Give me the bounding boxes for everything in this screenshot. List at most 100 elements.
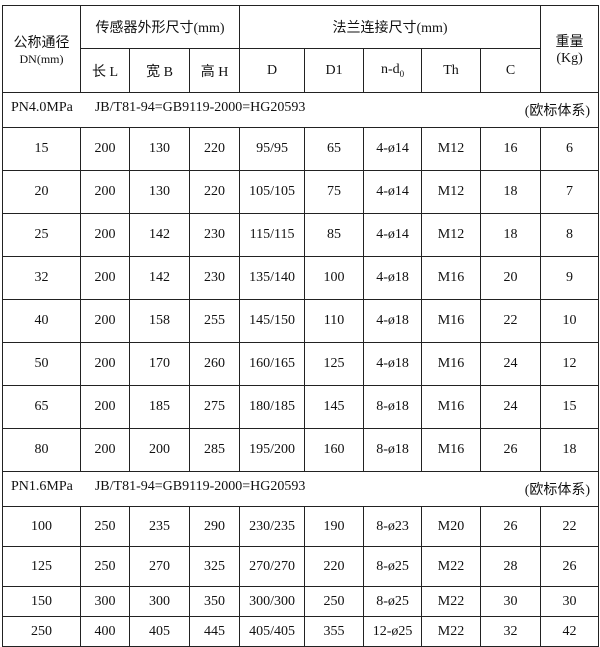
table-cell: M22 [421,616,482,647]
table-cell: 18 [540,428,600,472]
table-cell: 125 [2,546,81,587]
table-cell: M22 [421,586,482,617]
weight-header: 重量 (Kg) [540,5,600,93]
table-cell: 300 [129,586,190,617]
table-cell: 190 [304,506,365,547]
table-cell: 80 [2,428,81,472]
table-cell: 250 [80,506,130,547]
table-row: 20 200 130 220 105/105 75 4-ø14 M12 18 7 [2,170,600,214]
table-cell: 12 [540,342,600,386]
table-cell: 255 [188,299,241,343]
table-cell: 180/185 [239,385,306,429]
pressure-label: PN1.6MPa [11,479,73,494]
table-cell: 270/270 [239,546,306,587]
table-cell: 65 [2,385,81,429]
table-cell: 235 [129,506,190,547]
table-cell: 135/140 [239,256,306,300]
table-cell: 8-ø23 [363,506,423,547]
table-cell: 4-ø14 [363,170,423,214]
table-cell: 4-ø18 [363,342,423,386]
table-row: 100 250 235 290 230/235 190 8-ø23 M20 26 22 [2,506,600,547]
table-cell: 8-ø18 [363,385,423,429]
table-cell: 325 [188,546,241,587]
table-cell: 8-ø25 [363,546,423,587]
table-cell: 8-ø25 [363,586,423,617]
table-cell: M16 [421,428,482,472]
table-cell: M20 [421,506,482,547]
table-cell: 15 [540,385,600,429]
section-header-row: PN1.6MPa JB/T81-94=GB9119-2000=HG20593 (欧标… [1,471,600,507]
flange-group-header: 法兰连接尺寸(mm) [239,5,542,49]
table-cell: 6 [540,127,600,171]
table-cell: 20 [2,170,81,214]
table-cell: 355 [304,616,365,647]
table-cell: 445 [188,616,241,647]
table-cell: 24 [480,342,542,386]
pressure-label: PN4.0MPa [11,100,73,115]
table-cell: 200 [80,428,130,472]
table-cell: 250 [304,586,365,617]
col-header: D [239,48,306,93]
table-cell: 40 [2,299,81,343]
col-header: D1 [304,48,365,93]
table-cell: 200 [129,428,190,472]
table-cell: 230 [188,256,241,300]
table-cell: 75 [304,170,365,214]
table-cell: M12 [421,127,482,171]
section-header-row: PN4.0MPa JB/T81-94=GB9119-2000=HG20593 (欧标… [1,92,600,128]
table-cell: 150 [2,586,81,617]
table-cell: 405/405 [239,616,306,647]
dn-header: 公称通径 DN(mm) [2,5,81,93]
table-cell: 275 [188,385,241,429]
standard-label: JB/T81-94=GB9119-2000=HG20593 [94,479,306,494]
table-cell: 200 [80,342,130,386]
table-cell: 200 [80,127,130,171]
table-cell: 250 [2,616,81,647]
table-cell: 130 [129,127,190,171]
table-cell: M12 [421,213,482,257]
table-cell: 22 [540,506,600,547]
table-cell: M12 [421,170,482,214]
table-row: 25 200 142 230 115/115 85 4-ø14 M12 18 8 [2,213,600,257]
table-cell: 158 [129,299,190,343]
table-cell: 220 [304,546,365,587]
table-cell: 100 [2,506,81,547]
table-cell: 32 [480,616,542,647]
table-cell: 26 [480,428,542,472]
table-cell: 200 [80,385,130,429]
col-header: Th [421,48,482,93]
table-cell: 405 [129,616,190,647]
table-cell: 125 [304,342,365,386]
table-row: 50 200 170 260 160/165 125 4-ø18 M16 24 12 [2,342,600,386]
table-cell: 230 [188,213,241,257]
table-cell: 9 [540,256,600,300]
table-cell: 25 [2,213,81,257]
table-cell: 220 [188,127,241,171]
col-header: C [480,48,542,93]
table-cell: 32 [2,256,81,300]
table-cell: 260 [188,342,241,386]
table-row: 125 250 270 325 270/270 220 8-ø25 M22 28 26 [2,546,600,587]
table-cell: M22 [421,546,482,587]
table-cell: 4-ø18 [363,256,423,300]
system-label: (欧标体系) [524,483,591,498]
table-row: 150 300 300 350 300/300 250 8-ø25 M22 30 30 [2,586,600,617]
table-row: 15 200 130 220 95/95 65 4-ø14 M12 16 6 [2,127,600,171]
table-cell: 12-ø25 [363,616,423,647]
table-row: 40 200 158 255 145/150 110 4-ø18 M16 22 10 [2,299,600,343]
table-row: 65 200 185 275 180/185 145 8-ø18 M16 24 15 [2,385,600,429]
col-header: n-d0 [363,48,423,93]
table-cell: 8 [540,213,600,257]
sensor-group-header: 传感器外形尺寸(mm) [79,5,241,49]
table-cell: 30 [540,586,600,617]
table-cell: 10 [540,299,600,343]
table-cell: 65 [304,127,365,171]
table-cell: 170 [129,342,190,386]
table-cell: 285 [188,428,241,472]
table-cell: M16 [421,256,482,300]
table-cell: 22 [480,299,542,343]
table-cell: 105/105 [239,170,306,214]
table-cell: 200 [80,299,130,343]
table-row: 32 200 142 230 135/140 100 4-ø18 M16 20 9 [2,256,600,300]
table-cell: M16 [421,385,482,429]
